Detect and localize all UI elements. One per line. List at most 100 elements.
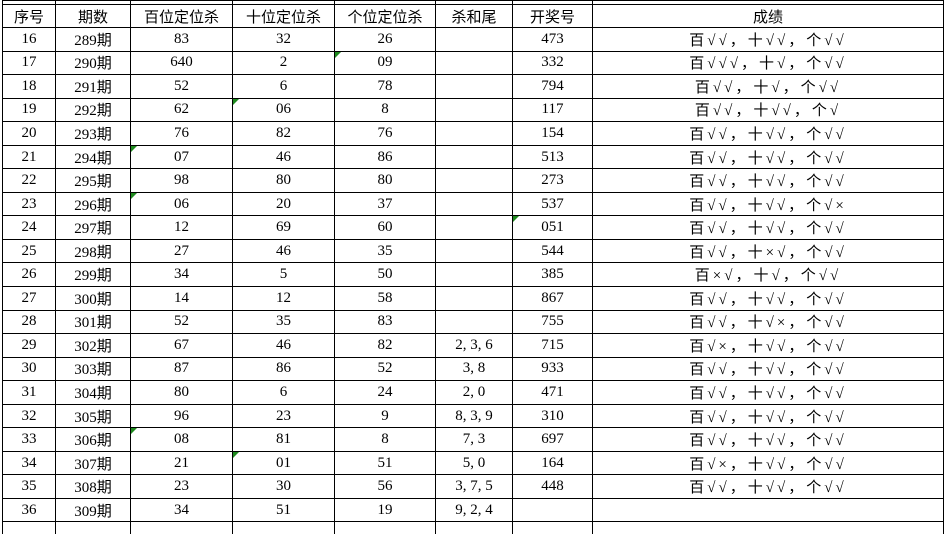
cell-result[interactable]: 百√√，十√√，个√√ xyxy=(592,168,944,193)
cell-result[interactable]: 百√√，十√√，个√ xyxy=(592,97,944,123)
cell-index[interactable]: 17 xyxy=(2,50,56,76)
cell-killtail[interactable]: 2, 0 xyxy=(435,380,513,405)
cell-draw[interactable]: 051 xyxy=(512,215,593,240)
cell-draw[interactable]: 154 xyxy=(512,121,593,146)
cell-tens[interactable]: 6 xyxy=(232,74,335,99)
cell-hundreds[interactable]: 06 xyxy=(130,191,233,217)
cell-draw[interactable]: 867 xyxy=(512,286,593,311)
cell-result[interactable]: 百√√，十√√，个√× xyxy=(592,191,944,217)
cell-tens[interactable]: 30 xyxy=(232,474,335,499)
cell-period[interactable]: 294期 xyxy=(55,144,131,170)
cell-index[interactable]: 18 xyxy=(2,74,56,99)
cell-result[interactable]: 百√√√，十√，个√√ xyxy=(592,50,944,76)
cell-killtail[interactable] xyxy=(435,262,513,288)
cell-killtail[interactable] xyxy=(435,97,513,123)
cell-result[interactable]: 百√√，十√×，个√√ xyxy=(592,309,944,335)
cell-period[interactable]: 291期 xyxy=(55,74,131,99)
cell-units[interactable]: 50 xyxy=(334,262,436,288)
cell-killtail[interactable]: 8, 3, 9 xyxy=(435,403,513,429)
cell-index[interactable]: 24 xyxy=(2,215,56,240)
cell-units[interactable]: 52 xyxy=(334,356,436,382)
cell-units[interactable]: 37 xyxy=(334,191,436,217)
cell-tens[interactable]: 69 xyxy=(232,215,335,240)
cell-killtail[interactable]: 2, 3, 6 xyxy=(435,333,513,358)
cell-hundreds[interactable]: 76 xyxy=(130,121,233,146)
cell-killtail[interactable] xyxy=(435,121,513,146)
cell-units[interactable]: 19 xyxy=(334,497,436,523)
cell-draw[interactable]: 544 xyxy=(512,238,593,264)
cell-units[interactable]: 26 xyxy=(334,27,436,52)
cell-result[interactable]: 百√√，十√√，个√√ xyxy=(592,427,944,452)
cell-index[interactable]: 28 xyxy=(2,309,56,335)
cell-draw[interactable]: 755 xyxy=(512,309,593,335)
cell-result[interactable]: 百√×，十√√，个√√ xyxy=(592,450,944,476)
cell-index[interactable]: 25 xyxy=(2,238,56,264)
cell-tens[interactable]: 5 xyxy=(232,262,335,288)
col-header-units[interactable]: 个位定位杀 xyxy=(334,4,436,28)
cell-killtail[interactable] xyxy=(435,215,513,240)
cell-draw[interactable]: 697 xyxy=(512,427,593,452)
cell-tens[interactable]: 80 xyxy=(232,168,335,193)
cell-hundreds[interactable]: 96 xyxy=(130,403,233,429)
cell-hundreds[interactable]: 14 xyxy=(130,286,233,311)
cell-killtail[interactable]: 3, 7, 5 xyxy=(435,474,513,499)
cell-index[interactable]: 33 xyxy=(2,427,56,452)
col-header-hundreds[interactable]: 百位定位杀 xyxy=(130,4,233,28)
col-header-period[interactable]: 期数 xyxy=(55,4,131,28)
cell-units[interactable]: 35 xyxy=(334,238,436,264)
cell-killtail[interactable] xyxy=(435,144,513,170)
cell-units[interactable]: 58 xyxy=(334,286,436,311)
cell-draw[interactable]: 933 xyxy=(512,356,593,382)
cell-killtail[interactable]: 5, 0 xyxy=(435,450,513,476)
cell-units[interactable]: 8 xyxy=(334,97,436,123)
cell-units[interactable]: 56 xyxy=(334,474,436,499)
cell-units[interactable]: 09 xyxy=(334,50,436,76)
cell-units[interactable]: 8 xyxy=(334,427,436,452)
cell-draw[interactable]: 385 xyxy=(512,262,593,288)
cell-tens[interactable]: 86 xyxy=(232,356,335,382)
cell-index[interactable]: 31 xyxy=(2,380,56,405)
cell-tens[interactable]: 46 xyxy=(232,144,335,170)
cell-hundreds[interactable]: 34 xyxy=(130,497,233,523)
cell-result[interactable]: 百√√，十√√，个√√ xyxy=(592,403,944,429)
cell-index[interactable]: 22 xyxy=(2,168,56,193)
cell-killtail[interactable] xyxy=(435,191,513,217)
cell-index[interactable]: 27 xyxy=(2,286,56,311)
cell-result[interactable]: 百√√，十√√，个√√ xyxy=(592,215,944,240)
cell-index[interactable]: 21 xyxy=(2,144,56,170)
cell-draw[interactable]: 448 xyxy=(512,474,593,499)
cell-draw[interactable]: 715 xyxy=(512,333,593,358)
cell-period[interactable]: 296期 xyxy=(55,191,131,217)
cell-index[interactable]: 26 xyxy=(2,262,56,288)
cell-draw[interactable]: 537 xyxy=(512,191,593,217)
cell-hundreds[interactable]: 67 xyxy=(130,333,233,358)
cell-tens[interactable]: 46 xyxy=(232,333,335,358)
cell-hundreds[interactable]: 80 xyxy=(130,380,233,405)
cell-draw[interactable] xyxy=(512,497,593,523)
cell-index[interactable]: 35 xyxy=(2,474,56,499)
cell-draw[interactable]: 471 xyxy=(512,380,593,405)
cell-killtail[interactable] xyxy=(435,50,513,76)
cell-hundreds[interactable]: 83 xyxy=(130,27,233,52)
cell-period[interactable]: 301期 xyxy=(55,309,131,335)
cell-period[interactable]: 308期 xyxy=(55,474,131,499)
cell-index[interactable]: 29 xyxy=(2,333,56,358)
cell-killtail[interactable]: 7, 3 xyxy=(435,427,513,452)
cell-hundreds[interactable]: 52 xyxy=(130,74,233,99)
cell-result[interactable] xyxy=(592,497,944,523)
cell-draw[interactable]: 473 xyxy=(512,27,593,52)
cell-killtail[interactable] xyxy=(435,74,513,99)
cell-tens[interactable]: 46 xyxy=(232,238,335,264)
cell-tens[interactable]: 23 xyxy=(232,403,335,429)
cell-killtail[interactable] xyxy=(435,309,513,335)
cell-period[interactable]: 299期 xyxy=(55,262,131,288)
col-header-killtail[interactable]: 杀和尾 xyxy=(435,4,513,28)
cell-result[interactable]: 百√√，十√，个√√ xyxy=(592,74,944,99)
cell-period[interactable]: 295期 xyxy=(55,168,131,193)
cell-hundreds[interactable]: 12 xyxy=(130,215,233,240)
cell-period[interactable]: 309期 xyxy=(55,497,131,523)
cell-period[interactable]: 304期 xyxy=(55,380,131,405)
cell-units[interactable]: 24 xyxy=(334,380,436,405)
cell-units[interactable]: 82 xyxy=(334,333,436,358)
cell-killtail[interactable]: 9, 2, 4 xyxy=(435,497,513,523)
